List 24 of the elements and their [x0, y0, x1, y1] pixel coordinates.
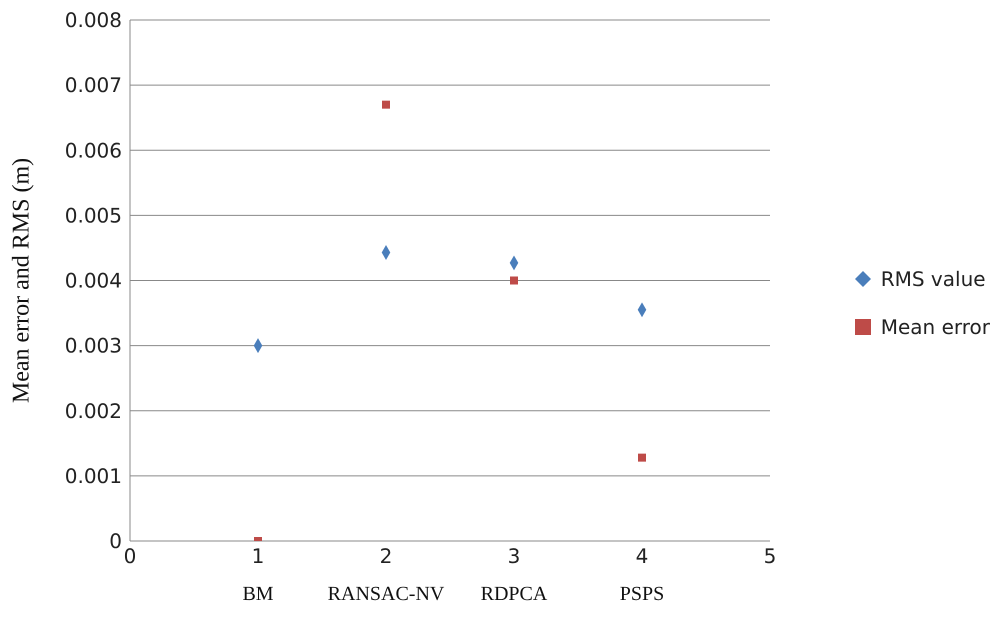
text: BM — [242, 583, 274, 606]
point — [382, 100, 390, 109]
y-tick-label: 0.006 — [64, 138, 122, 162]
x-tick-label: 1 — [252, 544, 264, 568]
text: RDPCA — [480, 583, 548, 606]
y-tick-label: 0.007 — [64, 73, 122, 98]
y-tick-label: 0.003 — [64, 334, 122, 358]
x-tick-label: 3 — [508, 544, 520, 568]
point — [638, 454, 646, 462]
legend-label: Mean error — [880, 315, 990, 339]
legend-label: RMS value — [880, 267, 986, 291]
y-tick-label: 0.004 — [64, 268, 122, 293]
y-tick-label: 0.008 — [64, 8, 122, 32]
text: PSPS — [620, 583, 664, 606]
y-axis-title: Mean error and RMS (m) — [8, 158, 35, 404]
point — [510, 276, 518, 284]
y-tick-label: 0 — [109, 529, 122, 554]
x-tick-label: 5 — [764, 544, 776, 568]
text: RANSAC-NV — [328, 583, 444, 606]
y-tick-label: 0.002 — [64, 398, 122, 423]
y-tick-label: 0.005 — [64, 203, 122, 228]
x-tick-label: 2 — [380, 544, 392, 568]
x-tick-label: 4 — [636, 544, 648, 568]
y-tick-label: 0.001 — [64, 464, 122, 488]
